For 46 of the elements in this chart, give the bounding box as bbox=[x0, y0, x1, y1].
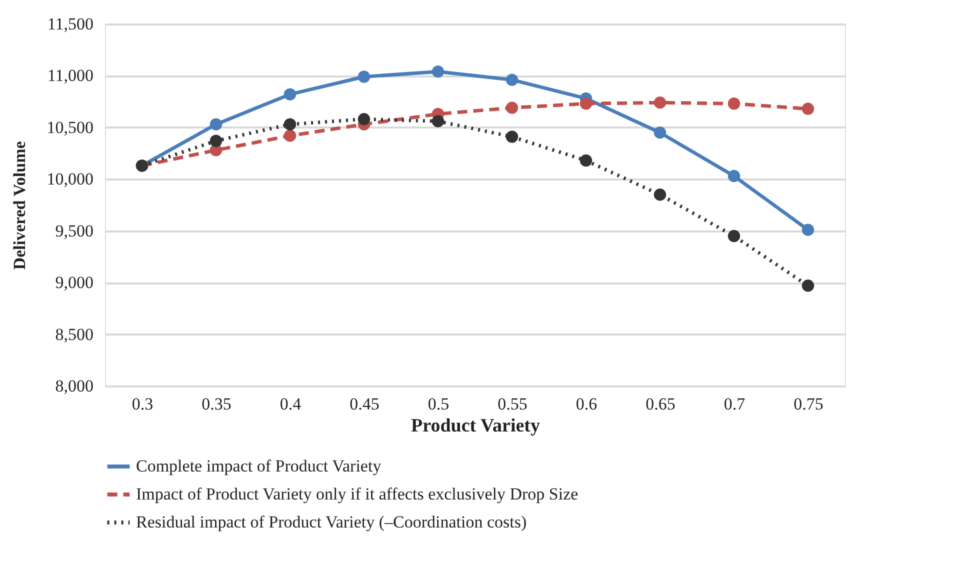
point bbox=[432, 65, 444, 78]
point bbox=[210, 134, 222, 147]
y-tick-label: 10,500 bbox=[46, 118, 94, 137]
legend-label: Impact of Product Variety only if it affects exclusively Drop Size bbox=[136, 484, 578, 504]
point bbox=[506, 102, 518, 114]
point bbox=[802, 280, 814, 292]
point bbox=[580, 154, 592, 167]
x-axis-title: Product Variety bbox=[411, 416, 540, 436]
y-tick-label: 9,000 bbox=[55, 273, 94, 292]
point bbox=[358, 70, 370, 83]
x-tick-label: 0.45 bbox=[350, 394, 380, 414]
x-tick-label: 0.7 bbox=[724, 394, 746, 414]
x-tick-label: 0.5 bbox=[428, 394, 450, 414]
x-tick-label: 0.55 bbox=[498, 394, 528, 414]
x-tick-label: 0.6 bbox=[576, 394, 598, 414]
x-tick-label: 0.35 bbox=[202, 394, 232, 414]
point bbox=[654, 126, 666, 139]
y-tick-label: 8,500 bbox=[55, 324, 94, 344]
y-tick-label: 9,500 bbox=[55, 221, 94, 240]
point bbox=[284, 88, 296, 100]
y-tick-label: 10,000 bbox=[46, 170, 94, 189]
y-tick-label: 8,000 bbox=[55, 376, 94, 396]
point bbox=[802, 224, 814, 236]
point bbox=[506, 130, 518, 143]
point bbox=[728, 98, 740, 110]
point bbox=[506, 74, 518, 86]
point bbox=[802, 102, 814, 115]
point bbox=[728, 170, 740, 182]
point bbox=[284, 118, 296, 130]
point bbox=[728, 230, 740, 242]
point bbox=[654, 188, 666, 201]
point bbox=[654, 96, 666, 109]
x-tick-label: 0.4 bbox=[280, 394, 302, 414]
y-tick-label: 11,500 bbox=[47, 14, 94, 34]
legend-label: Complete impact of Product Variety bbox=[136, 456, 382, 476]
legend-label: Residual impact of Product Variety (–Coordination costs) bbox=[136, 512, 527, 532]
x-tick-label: 0.75 bbox=[794, 394, 824, 414]
point bbox=[432, 115, 444, 128]
y-axis-title: Delivered Volume bbox=[10, 140, 29, 270]
x-tick-label: 0.3 bbox=[132, 394, 154, 414]
point bbox=[580, 98, 592, 110]
point bbox=[358, 113, 370, 126]
y-tick-label: 11,000 bbox=[47, 66, 94, 86]
point bbox=[284, 130, 296, 142]
x-tick-label: 0.65 bbox=[646, 394, 676, 414]
point bbox=[210, 118, 222, 130]
